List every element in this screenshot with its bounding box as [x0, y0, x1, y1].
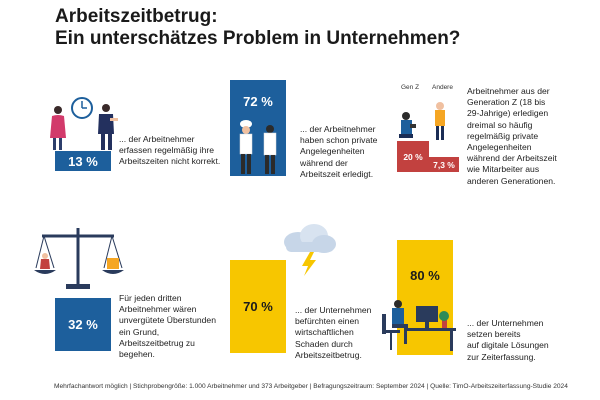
- title-line-2: Ein unterschätzes Problem in Unternehmen…: [55, 28, 461, 49]
- text-5-line: Arbeitszeitbetrug.: [295, 349, 362, 360]
- text-block-2: ... der Arbeitnehmer haben schon private…: [300, 124, 395, 180]
- text-2-line: haben schon private: [300, 135, 378, 146]
- text-3-line: Generation Z (18 bis: [467, 97, 546, 108]
- bar-32: 32 %: [55, 298, 111, 351]
- text-1-line: ... der Arbeitnehmer: [119, 134, 195, 144]
- genz-people-illustration: [399, 102, 445, 140]
- footer-source: Mehrfachantwort möglich | Stichprobengrö…: [54, 383, 568, 390]
- bar-72: 72 %: [230, 80, 286, 176]
- text-1-line: erfassen regelmäßig ihre: [119, 145, 215, 156]
- text-block-4: Für jeden dritten Arbeitnehmer wären unv…: [119, 293, 229, 360]
- bar-genz-label: 20 %: [403, 151, 423, 162]
- text-2-line: ... der Arbeitnehmer: [300, 124, 376, 134]
- text-3-line: anderen Generationen.: [467, 175, 556, 186]
- bar-32-label: 32 %: [68, 317, 98, 332]
- bar-andere-label: 7,3 %: [433, 159, 455, 170]
- bar-13: 13 %: [55, 151, 111, 171]
- bar-72-label: 72 %: [243, 94, 273, 109]
- bar-70: 70 %: [230, 260, 286, 353]
- storm-cloud-icon: [284, 224, 336, 276]
- text-6-line: auf digitale Lösungen: [467, 340, 549, 351]
- text-block-5: ... der Unternehmen befürchten einen wir…: [295, 305, 390, 361]
- text-3-line: Angelegenheiten: [467, 142, 532, 153]
- bar-genz: 20 %: [397, 141, 429, 172]
- scale-icon: [34, 228, 124, 289]
- text-3-line: während der Arbeitszeit: [467, 153, 557, 164]
- text-2-line: während der: [300, 157, 348, 168]
- text-5-line: Schaden durch: [295, 338, 353, 349]
- text-3-line: regelmäßig private: [467, 130, 539, 141]
- text-4-line: ein Grund,: [119, 326, 160, 337]
- text-4-line: begehen.: [119, 349, 155, 360]
- text-2-line: Angelegenheiten: [300, 146, 365, 157]
- bar-andere: 7,3 %: [429, 157, 459, 172]
- text-4-line: unvergütete Überstunden: [119, 315, 216, 326]
- text-5-line: wirtschaftlichen: [295, 327, 354, 338]
- bar-80-label: 80 %: [410, 268, 440, 283]
- text-block-3: Arbeitnehmer aus der Generation Z (18 bi…: [467, 86, 582, 187]
- chef-and-woman-illustration: [239, 120, 277, 174]
- text-3-line: wie Mitarbeiter aus: [467, 164, 540, 175]
- bar-70-label: 70 %: [243, 299, 273, 314]
- text-3-line: dreimal so häufig: [467, 119, 533, 130]
- text-5-line: ... der Unternehmen: [295, 305, 372, 315]
- text-6-line: setzen bereits: [467, 329, 521, 340]
- text-4-line: Für jeden dritten: [119, 293, 182, 303]
- desk-worker-illustration: [382, 300, 456, 351]
- text-6-line: ... der Unternehmen: [467, 318, 544, 328]
- category-label-andere: Andere: [432, 84, 453, 91]
- text-1-line: Arbeitszeiten nicht korrekt.: [119, 156, 221, 167]
- title-line-1: Arbeitszeitbetrug:: [55, 6, 218, 27]
- text-block-6: ... der Unternehmen setzen bereits auf d…: [467, 318, 582, 363]
- bar-13-label: 13 %: [68, 153, 98, 169]
- text-2-line: Arbeitszeit erledigt.: [300, 168, 374, 179]
- text-4-line: Arbeitszeitbetrug zu: [119, 337, 195, 348]
- text-5-line: befürchten einen: [295, 316, 360, 327]
- people-clock-illustration: [50, 97, 118, 150]
- text-4-line: Arbeitnehmer wären: [119, 304, 197, 315]
- page-title: Arbeitszeitbetrug: Ein unterschätzes Pro…: [55, 6, 460, 50]
- text-block-1: ... der Arbeitnehmer erfassen regelmäßig…: [119, 134, 229, 168]
- text-6-line: zur Zeiterfassung.: [467, 351, 536, 362]
- text-3-line: 29-Jahrige) erledigen: [467, 108, 549, 119]
- text-3-line: Arbeitnehmer aus der: [467, 86, 550, 96]
- category-label-genz: Gen Z: [401, 84, 420, 91]
